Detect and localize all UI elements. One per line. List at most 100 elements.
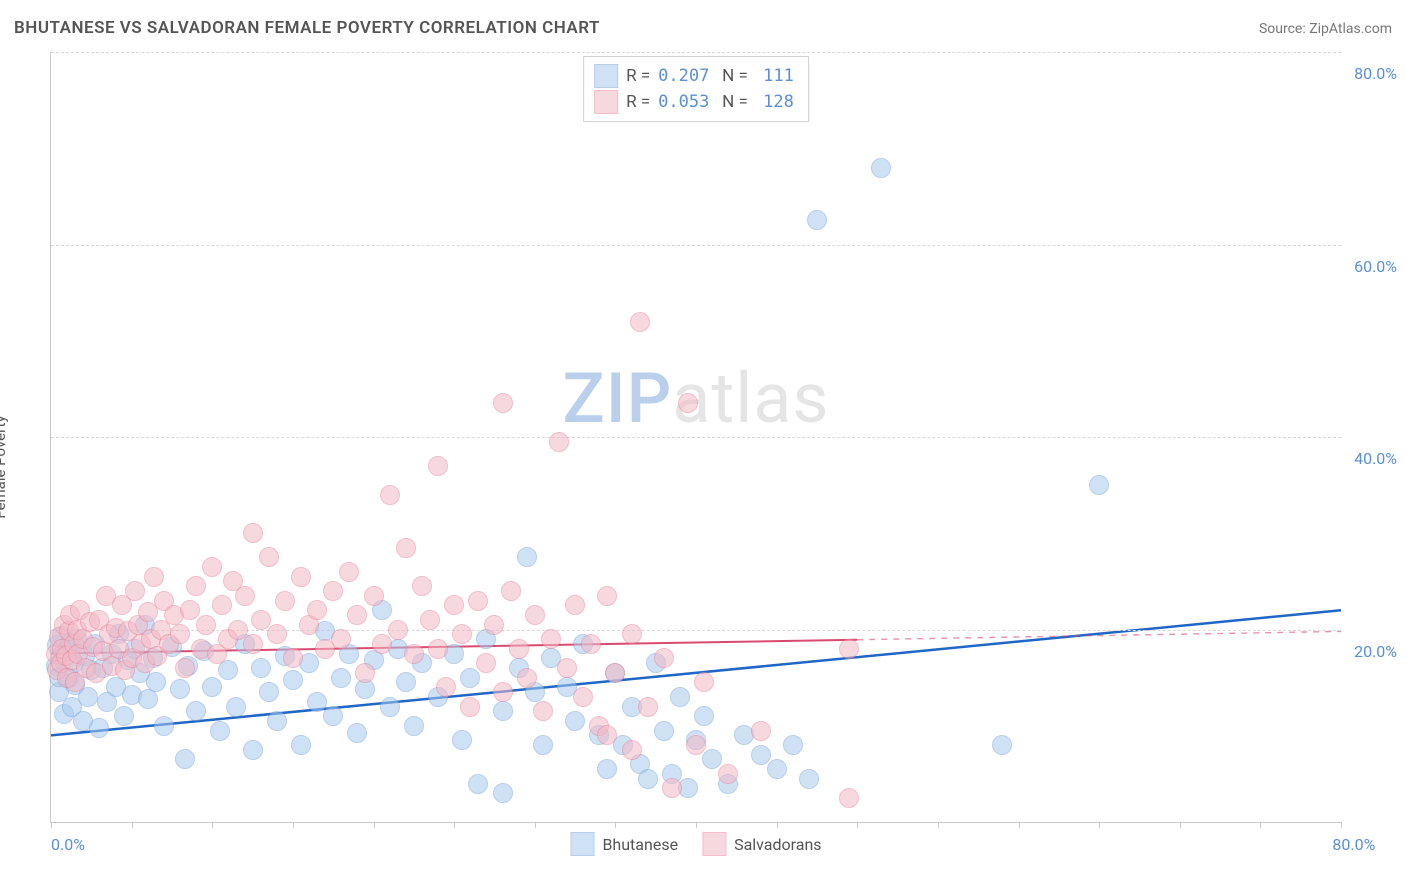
data-point	[992, 735, 1012, 755]
legend-item: Salvadorans	[702, 832, 821, 856]
legend-r-value: 0.053	[658, 92, 714, 112]
data-point	[210, 721, 230, 741]
data-point	[218, 660, 238, 680]
x-tick-label: 80.0%	[1332, 835, 1375, 854]
data-point	[541, 629, 561, 649]
data-point	[638, 697, 658, 717]
legend-n-label: N =	[722, 92, 748, 112]
x-tick-mark	[535, 822, 536, 828]
data-point	[235, 586, 255, 606]
data-point	[114, 706, 134, 726]
data-point	[428, 639, 448, 659]
data-point	[670, 687, 690, 707]
legend-r-label: R =	[626, 92, 650, 112]
data-point	[871, 158, 891, 178]
data-point	[307, 692, 327, 712]
data-point	[259, 682, 279, 702]
data-point	[597, 759, 617, 779]
legend-item: Bhutanese	[570, 832, 678, 856]
data-point	[517, 547, 537, 567]
data-point	[202, 557, 222, 577]
legend-row: R = 0.053 N = 128	[594, 89, 794, 115]
data-point	[347, 605, 367, 625]
x-tick-mark	[1019, 822, 1020, 828]
data-point	[428, 456, 448, 476]
data-point	[678, 393, 698, 413]
data-point	[380, 697, 400, 717]
data-point	[452, 624, 472, 644]
x-tick-mark	[374, 822, 375, 828]
data-point	[283, 648, 303, 668]
data-point	[267, 711, 287, 731]
x-tick-mark	[454, 822, 455, 828]
data-point	[307, 600, 327, 620]
data-point	[275, 591, 295, 611]
data-point	[476, 653, 496, 673]
legend-correlation: R =0.207N =111R =0.053N =128	[583, 56, 809, 122]
data-point	[144, 567, 164, 587]
legend-r-label: R =	[626, 66, 650, 86]
legend-label: Salvadorans	[734, 835, 821, 854]
data-point	[783, 735, 803, 755]
data-point	[573, 687, 593, 707]
x-tick-label: 0.0%	[51, 835, 85, 854]
data-point	[460, 697, 480, 717]
legend-label: Bhutanese	[602, 835, 678, 854]
data-point	[557, 658, 577, 678]
legend-n-value: 128	[756, 92, 794, 112]
data-point	[186, 576, 206, 596]
data-point	[622, 624, 642, 644]
data-point	[388, 620, 408, 640]
data-point	[251, 610, 271, 630]
data-point	[509, 639, 529, 659]
grid-line	[51, 52, 1341, 53]
data-point	[517, 668, 537, 688]
watermark-zip: ZIP	[563, 358, 673, 440]
data-point	[331, 629, 351, 649]
data-point	[597, 586, 617, 606]
data-point	[686, 735, 706, 755]
legend-n-value: 111	[756, 66, 794, 86]
data-point	[694, 672, 714, 692]
data-point	[444, 595, 464, 615]
x-tick-mark	[615, 822, 616, 828]
data-point	[196, 615, 216, 635]
data-point	[404, 716, 424, 736]
y-tick-label: 20.0%	[1354, 642, 1397, 661]
legend-swatch	[702, 832, 726, 856]
x-tick-mark	[1099, 822, 1100, 828]
data-point	[493, 783, 513, 803]
x-tick-mark	[1341, 822, 1342, 828]
data-point	[339, 562, 359, 582]
data-point	[420, 610, 440, 630]
x-tick-mark	[212, 822, 213, 828]
x-tick-mark	[1180, 822, 1181, 828]
legend-swatch	[594, 90, 618, 114]
y-tick-label: 40.0%	[1354, 449, 1397, 468]
legend-row: R =0.207N =111	[594, 63, 794, 89]
data-point	[283, 670, 303, 690]
data-point	[396, 672, 416, 692]
data-point	[364, 586, 384, 606]
plot-wrapper: Female Poverty ZIPatlas R =0.207N =111R …	[10, 52, 1396, 882]
x-tick-mark	[938, 822, 939, 828]
data-point	[125, 581, 145, 601]
data-point	[751, 745, 771, 765]
data-point	[605, 663, 625, 683]
legend-series: Bhutanese Salvadorans	[570, 832, 821, 856]
data-point	[799, 769, 819, 789]
data-point	[355, 663, 375, 683]
data-point	[484, 615, 504, 635]
data-point	[89, 718, 109, 738]
data-point	[186, 701, 206, 721]
data-point	[638, 769, 658, 789]
grid-line	[51, 245, 1341, 246]
data-point	[323, 706, 343, 726]
x-tick-mark	[857, 822, 858, 828]
chart-source: Source: ZipAtlas.com	[1259, 21, 1392, 37]
data-point	[549, 432, 569, 452]
x-tick-mark	[696, 822, 697, 828]
data-point	[839, 639, 859, 659]
data-point	[493, 701, 513, 721]
data-point	[654, 721, 674, 741]
